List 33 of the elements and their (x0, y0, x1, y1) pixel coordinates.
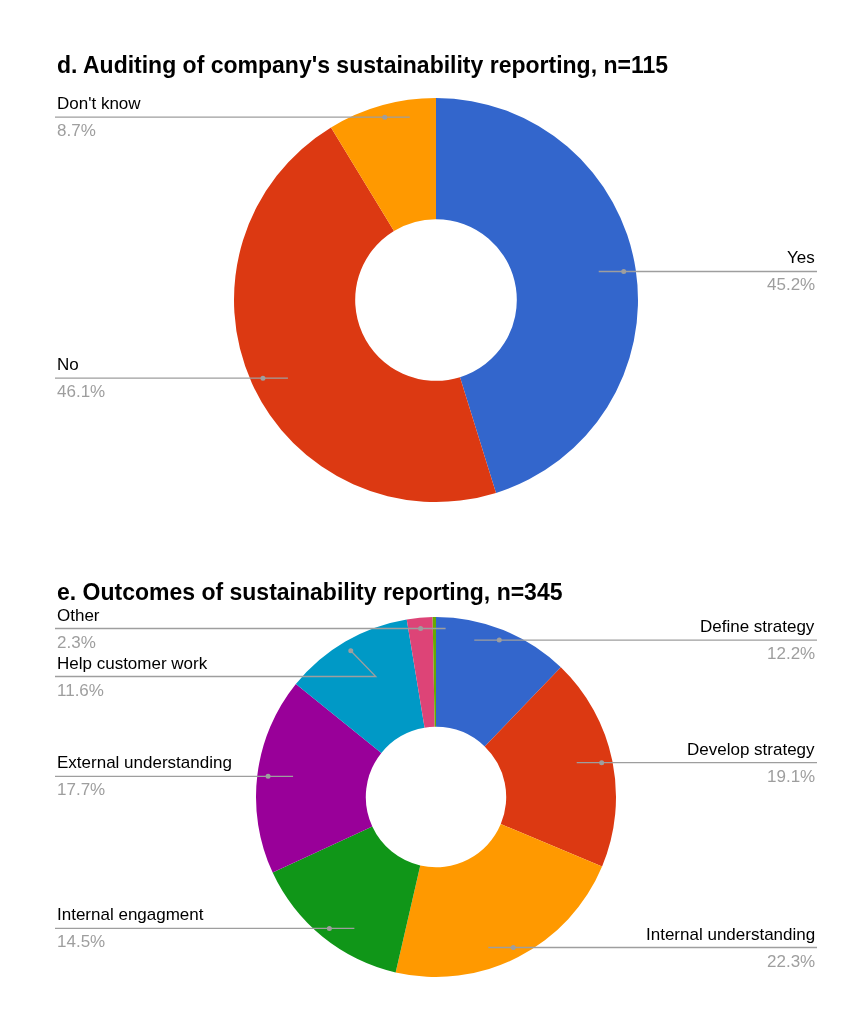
slice-label: Don't know (57, 94, 142, 113)
slice-label: Internal engagment (57, 905, 204, 924)
data-label: 12.2% (767, 644, 816, 663)
chart-title: e. Outcomes of sustainability reporting, n=345 (57, 579, 563, 605)
data-label: 19.1% (767, 767, 816, 786)
donut-slice (295, 619, 425, 753)
data-label: 17.7% (57, 780, 106, 799)
chart-title: d. Auditing of company's sustainability reporting, n=115 (57, 52, 669, 78)
donut-slice (256, 684, 382, 873)
slice-label: No (57, 355, 79, 374)
donut-slice (395, 824, 603, 977)
data-label: 45.2% (767, 275, 816, 294)
slice-label: Help customer work (57, 654, 208, 673)
donut-slice (234, 127, 496, 502)
data-label: 2.3% (57, 633, 96, 652)
donut-slice (436, 98, 638, 493)
slice-label: External understanding (57, 753, 232, 772)
donut-slice (436, 617, 561, 747)
donut-slice (484, 667, 616, 867)
data-label: 14.5% (57, 932, 106, 951)
slice-label: Yes (787, 248, 815, 267)
donut-slice (406, 617, 435, 728)
donut-slice (272, 826, 421, 973)
donut-slice (331, 98, 436, 231)
data-label: 22.3% (767, 952, 816, 971)
slice-label: Other (57, 606, 100, 625)
slice-label: Define strategy (700, 617, 815, 636)
slice-label: Develop strategy (687, 740, 816, 759)
data-label: 11.6% (57, 681, 104, 700)
data-label: 46.1% (57, 382, 106, 401)
data-label: 8.7% (57, 121, 96, 140)
donut-slice (432, 617, 436, 727)
slice-label: Internal understanding (646, 925, 816, 944)
